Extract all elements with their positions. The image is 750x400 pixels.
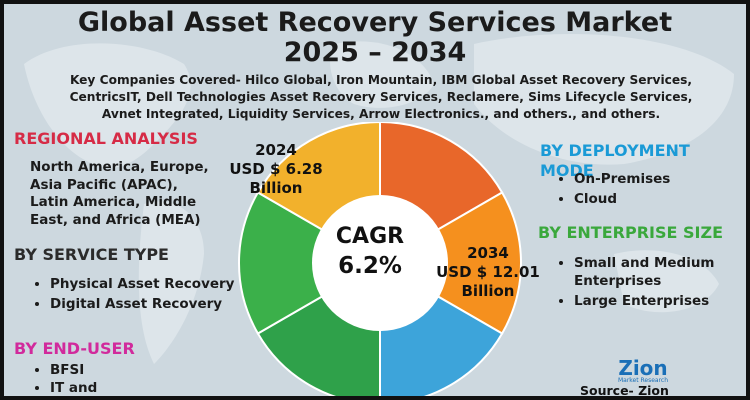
regional-analysis-text: North America, Europe, Asia Pacific (APA… <box>30 159 209 228</box>
title: Global Asset Recovery Services Market 20… <box>4 8 746 68</box>
list-item: Small and Medium Enterprises <box>574 254 746 290</box>
value-2034-label: 2034 USD $ 12.01 Billion <box>432 244 544 301</box>
source-text: Source- Zion Market <box>580 383 669 398</box>
logo-subtitle: Market Research <box>617 377 669 384</box>
unit-2034: Billion <box>461 282 515 300</box>
donut-chart <box>238 122 522 396</box>
value-2034: USD $ 12.01 <box>436 263 540 281</box>
logo-name: Zion <box>618 356 668 380</box>
end-user-heading: BY END-USER <box>14 339 135 358</box>
zion-logo: Zion Market Research <box>610 356 676 385</box>
donut-segment-2 <box>377 191 522 335</box>
year-2024: 2024 <box>255 141 297 159</box>
title-line-1: Global Asset Recovery Services Market <box>77 7 673 38</box>
list-item: Digital Asset Recovery <box>50 295 250 313</box>
list-item: Physical Asset Recovery <box>50 275 250 293</box>
title-line-2: 2025 – 2034 <box>283 37 467 68</box>
list-item: On-Premises <box>574 170 744 188</box>
service-type-list: Physical Asset Recovery Digital Asset Re… <box>32 275 250 315</box>
list-item: Large Enterprises <box>574 292 746 310</box>
list-item: Cloud <box>574 190 744 208</box>
value-2024: USD $ 6.28 <box>229 160 323 178</box>
deployment-mode-heading: BY DEPLOYMENT MODE <box>540 141 690 180</box>
key-companies: Key Companies Covered- Hilco Global, Iro… <box>69 73 693 121</box>
year-2034: 2034 <box>467 244 509 262</box>
list-item: IT and <box>50 379 210 396</box>
cagr-label: CAGR 6.2% <box>310 223 430 281</box>
deployment-mode-list: On-Premises Cloud <box>556 170 744 210</box>
unit-2024: Billion <box>249 179 303 197</box>
enterprise-size-heading: BY ENTERPRISE SIZE <box>538 223 723 242</box>
value-2024-label: 2024 USD $ 6.28 Billion <box>228 141 324 198</box>
cagr-value: 6.2% <box>338 253 402 279</box>
cagr-title: CAGR <box>335 224 405 249</box>
end-user-list: BFSI IT and <box>32 361 210 396</box>
regional-analysis-heading: REGIONAL ANALYSIS <box>14 129 198 148</box>
service-type-heading: BY SERVICE TYPE <box>14 245 169 264</box>
enterprise-size-list: Small and Medium Enterprises Large Enter… <box>556 254 746 312</box>
list-item: BFSI <box>50 361 210 379</box>
donut-hole <box>312 195 448 331</box>
donut-segment-5 <box>238 191 383 335</box>
